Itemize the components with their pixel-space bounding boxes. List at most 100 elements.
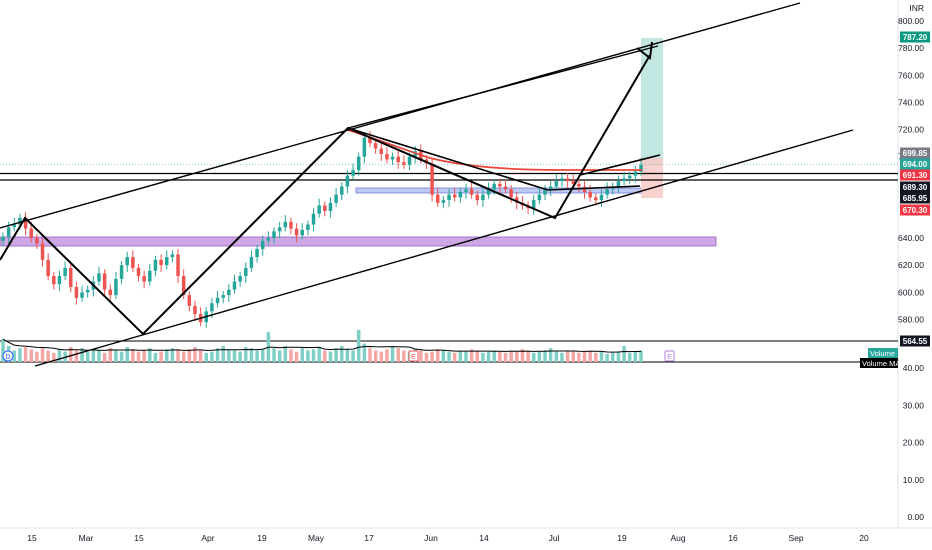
volume-bar-80 (452, 352, 457, 362)
volume-bar-94 (531, 352, 536, 362)
volume-bar-17 (97, 350, 101, 362)
candle-body-91 (515, 197, 519, 203)
price-tick-4: 720.00 (898, 125, 924, 135)
volume-bar-91 (515, 351, 519, 362)
volume-bar-65 (368, 348, 372, 362)
volume-bar-33 (187, 349, 192, 362)
candle-body-110 (622, 178, 626, 182)
volume-bar-71 (402, 350, 406, 362)
volume-bar-56 (317, 347, 321, 362)
volume-bar-31 (176, 350, 180, 362)
candle-body-82 (464, 189, 468, 192)
earnings-marker[interactable]: E (408, 350, 419, 362)
time-tick-4: 19 (257, 533, 267, 543)
candle-body-64 (362, 137, 367, 157)
candle-body-39 (221, 295, 225, 298)
volume-ma-indicator-label[interactable]: Volume MA (860, 358, 900, 368)
volume-bar-58 (328, 351, 333, 362)
resistance-zone-blue (355, 187, 643, 194)
candle-body-71 (402, 162, 406, 165)
volume-indicator-label[interactable]: Volume (868, 348, 898, 358)
volume-bar-69 (390, 347, 395, 362)
volume-bar-64 (362, 343, 367, 362)
volume-bar-40 (227, 349, 231, 362)
time-tick-13: Sep (788, 533, 803, 543)
volume-bar-109 (616, 351, 621, 362)
volume-bar-30 (170, 348, 175, 362)
price-tag-bg-3 (900, 169, 930, 181)
candle-body-6 (35, 238, 39, 244)
candle-body-32 (181, 276, 186, 296)
candle-body-17 (97, 273, 101, 282)
earnings-marker-upcoming[interactable]: E (664, 350, 675, 362)
zigzag-pattern (0, 54, 651, 336)
price-tick-9: 580.00 (898, 315, 924, 325)
time-tick-1: Mar (79, 533, 94, 543)
time-axis[interactable]: 15 Mar 15 Apr 19 May 17 Jun 14 Jul 19 Aug 16 Sep 20 (27, 533, 869, 543)
time-tick-11: Aug (670, 533, 685, 543)
volume-bar-113 (639, 350, 643, 362)
volume-bar-10 (57, 349, 62, 362)
candle-body-84 (475, 194, 480, 201)
price-tag-3: 691.30 (903, 171, 928, 180)
price-tag-bg-4 (900, 181, 930, 193)
candle-body-79 (447, 194, 451, 201)
earnings-marker-label: E (411, 354, 416, 361)
candle-body-103 (582, 186, 587, 192)
volume-bar-50 (283, 345, 288, 362)
candle-body-96 (543, 189, 547, 195)
candle-body-67 (379, 148, 384, 154)
volume-bar-29 (164, 349, 169, 362)
channel-lower-line (34, 129, 854, 367)
volume-bar-36 (204, 352, 209, 362)
candle-body-70 (396, 156, 400, 163)
volume-tick-4: 0.00 (907, 512, 924, 522)
price-tick-8: 600.00 (898, 287, 924, 297)
candle-body-106 (599, 194, 604, 201)
volume-bar-97 (548, 348, 553, 362)
candle-body-69 (390, 156, 395, 160)
volume-bar-77 (435, 349, 440, 362)
candle-body-12 (69, 267, 73, 287)
volume-bar-112 (633, 351, 638, 362)
volume-bars (1, 329, 643, 362)
candle-body-37 (210, 303, 214, 312)
price-tag-bg-7 (900, 335, 930, 347)
candle-body-10 (57, 276, 62, 285)
candle-body-22 (125, 257, 129, 266)
volume-bar-7 (40, 348, 45, 362)
time-tick-0: 15 (27, 533, 37, 543)
volume-bar-105 (594, 352, 598, 362)
volume-bar-82 (464, 351, 468, 362)
candle-body-97 (548, 186, 553, 190)
volume-tick-1: 30.00 (903, 400, 925, 410)
volume-bar-62 (351, 350, 355, 362)
volume-bar-20 (114, 350, 118, 362)
volume-bar-22 (125, 347, 129, 362)
candle-body-46 (260, 240, 265, 249)
candle-body-20 (114, 278, 118, 296)
dividend-marker[interactable]: D (2, 350, 14, 362)
price-tick-3: 740.00 (898, 97, 924, 107)
price-tag-bg-5 (900, 192, 930, 204)
candle-body-50 (283, 221, 288, 228)
volume-bar-67 (379, 351, 384, 362)
price-tag-6: 670.30 (903, 206, 928, 215)
volume-bar-83 (469, 349, 474, 362)
price-tick-7: 620.00 (898, 260, 924, 270)
volume-bar-34 (193, 347, 197, 362)
volume-bar-44 (249, 348, 254, 362)
candles (1, 130, 643, 328)
price-labels: 787.20 699.85 694.00 691.30 689.30 685.95 670.… (900, 31, 930, 347)
price-tick-2: 760.00 (898, 70, 924, 80)
volume-bar-66 (373, 350, 378, 362)
price-tag-7: 564.55 (903, 337, 928, 346)
candle-body-55 (311, 213, 316, 225)
time-tick-10: 19 (617, 533, 627, 543)
pennant-upper (347, 127, 549, 191)
volume-bar-70 (396, 348, 400, 362)
time-tick-2: 15 (134, 533, 144, 543)
candle-body-111 (627, 175, 632, 179)
candle-body-65 (368, 137, 372, 144)
